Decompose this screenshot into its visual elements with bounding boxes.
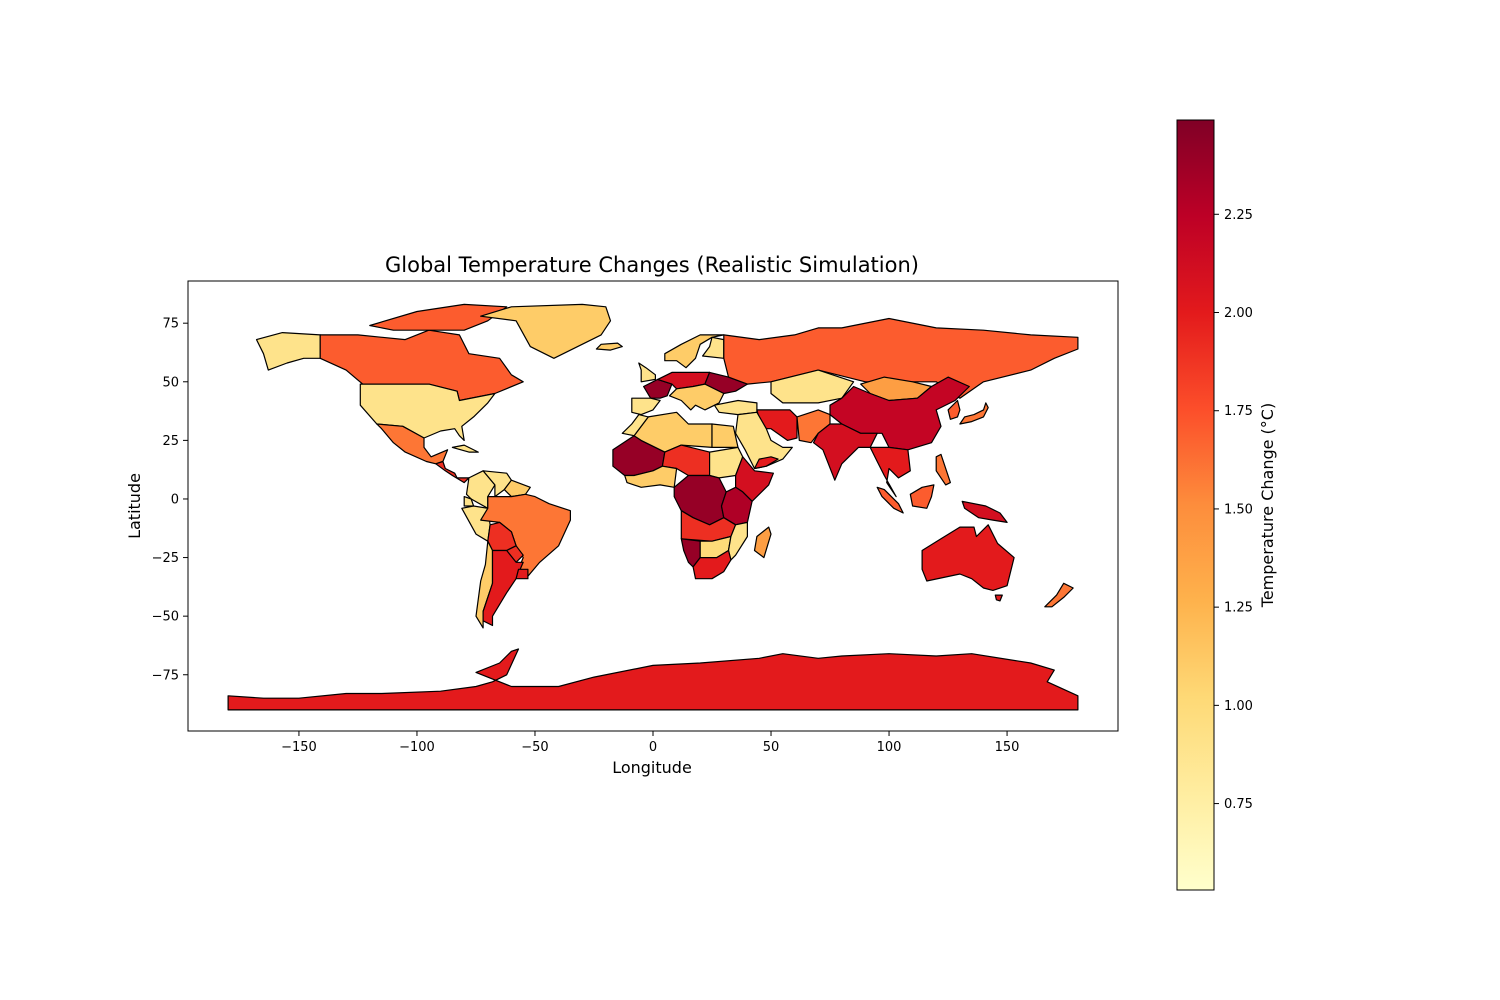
y-tick-label: −25: [152, 551, 179, 566]
x-tick-label: 50: [763, 740, 780, 755]
region-middle-east: [734, 411, 793, 470]
y-tick-label: 75: [162, 317, 179, 332]
y-tick-label: 0: [171, 492, 179, 507]
region-tasmania: [994, 594, 1003, 602]
region-central-america: [435, 460, 470, 484]
region-sumatra: [876, 486, 904, 514]
y-axis-ticks: 75 50 25 0 −25 −50 −75: [152, 317, 188, 683]
region-philippines: [935, 453, 952, 486]
region-mozambique: [727, 521, 749, 561]
region-alaska: [255, 332, 321, 371]
chart-title: Global Temperature Changes (Realistic Si…: [385, 253, 919, 277]
region-southeast-asia: [869, 446, 911, 498]
x-tick-label: 0: [649, 740, 657, 755]
region-madagascar: [753, 526, 772, 559]
region-argentina: [482, 549, 524, 627]
region-iceland: [595, 342, 623, 351]
region-uruguay: [515, 568, 529, 580]
region-south-africa: [692, 549, 732, 580]
x-tick-label: −100: [399, 740, 435, 755]
colorbar: [1176, 119, 1215, 891]
x-axis-ticks: −150 −100 −50 0 50 100 150: [281, 731, 1019, 755]
map-regions: [227, 303, 1079, 711]
region-borneo: [909, 484, 935, 509]
x-tick-label: −150: [281, 740, 317, 755]
region-egypt: [711, 423, 739, 448]
x-axis-label: Longitude: [612, 758, 692, 777]
colorbar-label: Temperature Change (°C): [1258, 403, 1277, 608]
region-kazakhstan: [770, 369, 855, 404]
region-italy-balkans: [668, 383, 725, 411]
colorbar-tick-label: 1.25: [1224, 601, 1253, 616]
colorbar-tick-label: 2.00: [1224, 306, 1253, 321]
region-canada: [319, 329, 524, 402]
y-tick-label: 50: [162, 375, 179, 390]
region-united-kingdom: [638, 362, 657, 383]
region-korea: [947, 399, 961, 420]
colorbar-tick-label: 2.25: [1224, 208, 1253, 223]
region-new-guinea: [961, 500, 1008, 524]
y-tick-label: 25: [162, 434, 179, 449]
y-tick-label: −50: [152, 610, 179, 625]
colorbar-tick-label: 1.75: [1224, 404, 1253, 419]
region-finland: [701, 336, 725, 359]
region-new-zealand: [1044, 582, 1074, 608]
x-tick-label: 100: [877, 740, 902, 755]
colorbar-tick-label: 1.50: [1224, 502, 1253, 517]
colorbar-tick-label: 0.75: [1224, 797, 1253, 812]
region-india: [812, 423, 878, 481]
colorbar-ticks: 0.75 1.00 1.25 1.50 1.75 2.00 2.25: [1214, 208, 1253, 812]
region-canadian-arctic-islands: [369, 303, 508, 331]
region-japan: [959, 402, 989, 425]
y-axis-label: Latitude: [125, 473, 144, 539]
region-morocco: [621, 414, 649, 437]
region-australia: [921, 524, 1015, 592]
x-tick-label: 150: [995, 740, 1020, 755]
region-greenland: [480, 303, 612, 359]
region-cuba: [451, 444, 479, 453]
x-tick-label: −50: [521, 740, 548, 755]
region-iberia: [631, 397, 661, 416]
region-west-africa-coast: [624, 465, 678, 488]
region-yemen: [753, 456, 779, 470]
region-antarctica: [227, 648, 1079, 711]
y-tick-label: −75: [152, 668, 179, 683]
colorbar-tick-label: 1.00: [1224, 699, 1253, 714]
